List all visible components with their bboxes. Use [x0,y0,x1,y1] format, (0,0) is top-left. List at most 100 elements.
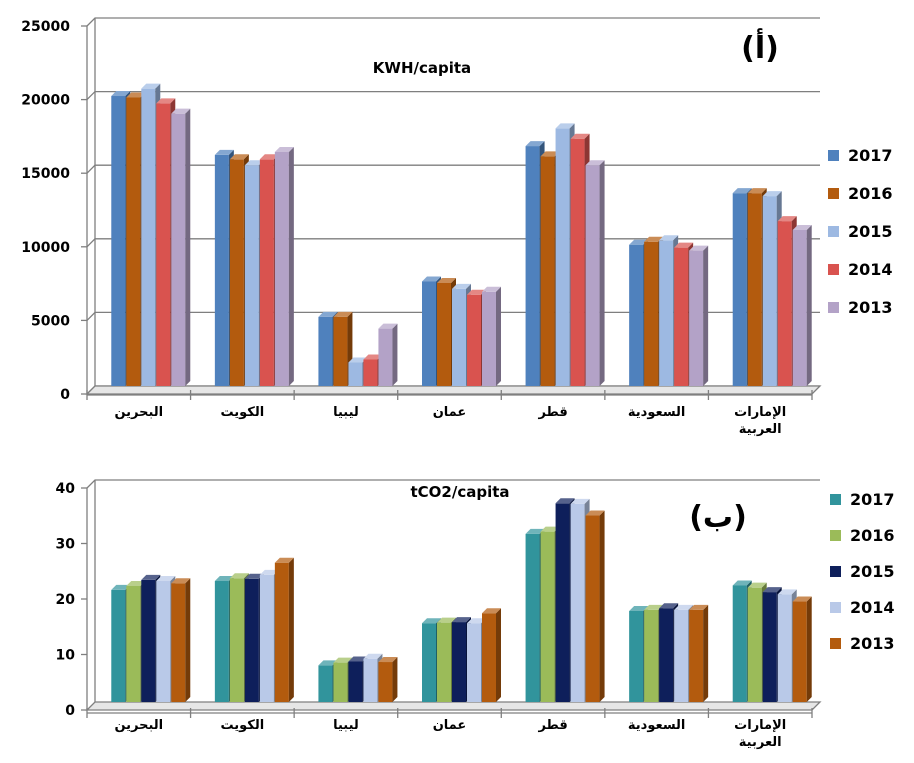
bar-top [777,216,797,222]
bar-top [156,98,176,104]
y-tick-label: 10 [56,648,76,664]
gridline [86,164,820,174]
bar-top [274,146,294,152]
legend-label-2015: 2015 [850,562,895,581]
bar-top [333,657,353,663]
bar-top [747,188,767,194]
bar-top [689,604,709,610]
co2-chart: 0 10 20 30 40 البحرين الكويت ليبيا عمان قطر السعود… [56,479,895,750]
bar-2013-0 [171,583,186,702]
bar-2013-0 [171,113,186,387]
bar-side [185,108,191,387]
bar-top [792,596,812,602]
bar-2015-1 [244,578,259,702]
bar-top [422,618,441,624]
legend-label-2014: 2014 [850,598,895,617]
bar-top [792,224,812,230]
bar-2013-5 [689,609,704,702]
bar-side [496,608,501,702]
chart-title: KWH/capita [373,59,471,77]
bar-2016-4 [540,531,555,702]
bar-2014-1 [259,159,274,386]
legend-swatch-2013 [828,302,839,313]
bar-2013-1 [274,562,289,702]
bar-2017-4 [525,146,540,386]
legend-swatch-2014 [828,264,839,275]
bar-2015-3 [452,288,466,386]
bar-side [806,596,812,702]
bar-top [644,236,664,242]
bar-2016-5 [644,609,659,702]
y-tick-label: 40 [56,481,76,497]
bar-2017-5 [629,244,644,386]
bar-2013-4 [585,515,600,702]
bar-2017-6 [732,193,747,386]
x-category-label: عمان [433,718,467,733]
bar-side [392,657,398,702]
bar-top [244,160,264,166]
legend-swatch-2016 [830,530,841,541]
y-tick-label: 0 [60,387,70,403]
x-category-label: ليبيا [333,405,359,420]
x-category-label: الكويت [221,718,265,733]
bar-top [141,83,161,89]
bar-2013-2 [378,328,393,386]
bar-top [659,603,679,609]
bar-2017-2 [318,316,333,386]
bar-2015-1 [244,165,259,386]
y-tick-label: 0 [65,703,75,719]
bar-2017-1 [214,154,229,386]
bar-top [348,357,368,363]
legend-swatch-2015 [828,226,839,237]
bar-top [274,557,294,563]
bar-side [185,578,191,702]
bar-2017-2 [318,665,333,702]
bar-top [689,245,709,251]
legend-label-2014: 2014 [848,260,893,279]
bar-side [392,323,398,386]
chart-floor [85,385,822,395]
bar-2015-2 [348,362,363,386]
bar-2017-1 [214,581,229,702]
x-category-label: عمان [433,405,467,420]
bar-top [126,581,146,587]
bar-top [171,108,191,114]
bar-top [570,133,590,139]
bar-top [732,188,752,194]
legend-label-2013: 2013 [850,634,895,653]
bar-top [156,576,176,582]
bar-2014-0 [156,103,171,386]
bar-side [496,286,501,386]
bar-top [585,510,605,516]
bar-2014-6 [777,221,792,386]
panel-label: (ب) [689,500,747,535]
bar-top [214,576,234,582]
bar-top [437,277,456,283]
bar-2014-1 [259,574,274,702]
x-category-label: قطر [537,718,567,733]
kwh-chart: 0 5000 10000 15000 20000 25000 البحرين الكويت لي… [21,17,893,437]
x-category-label: الإمارات [734,718,786,733]
legend-swatch-2016 [828,188,839,199]
bar-2016-2 [333,316,348,386]
bar-top [674,242,694,248]
legend-label-2016: 2016 [848,184,893,203]
x-category-label: السعودية [628,718,686,733]
y-tick-label: 10000 [21,240,70,256]
bar-2014-3 [467,623,481,702]
legend-label-2016: 2016 [850,526,895,545]
bar-top [467,289,486,295]
y-tick-label: 15000 [21,166,70,182]
bar-top [422,276,441,282]
bar-top [482,286,501,292]
bar-2014-3 [467,294,481,386]
bar-top [467,618,486,624]
bar-top [378,657,398,663]
bar-2016-6 [747,587,762,702]
bar-2017-5 [629,610,644,702]
legend-swatch-2013 [830,638,841,649]
chart-title: tCO2/capita [410,483,509,501]
bar-top [629,605,649,611]
legend-label-2015: 2015 [848,222,893,241]
